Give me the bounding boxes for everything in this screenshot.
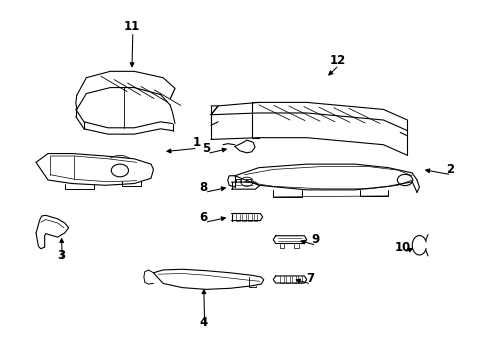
Text: 4: 4 bbox=[199, 316, 207, 329]
Text: 5: 5 bbox=[202, 142, 210, 155]
Text: 2: 2 bbox=[446, 163, 454, 176]
Text: 1: 1 bbox=[192, 136, 200, 149]
Text: 3: 3 bbox=[57, 249, 65, 262]
Text: 7: 7 bbox=[305, 272, 314, 285]
Text: 11: 11 bbox=[123, 20, 140, 33]
Text: 9: 9 bbox=[311, 234, 319, 247]
Text: 6: 6 bbox=[199, 211, 207, 224]
Text: 12: 12 bbox=[329, 54, 346, 67]
Text: 10: 10 bbox=[394, 240, 410, 253]
Text: 8: 8 bbox=[199, 181, 207, 194]
